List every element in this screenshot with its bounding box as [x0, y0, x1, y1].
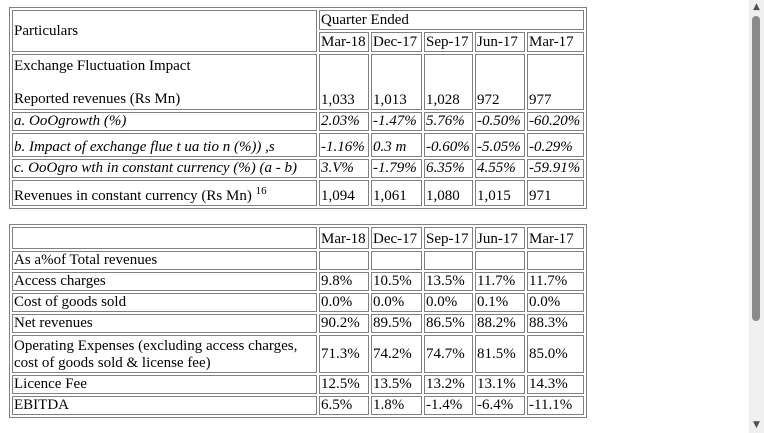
cell: 89.5%: [371, 314, 422, 333]
cell: [371, 251, 422, 270]
cell: 13.5%: [371, 375, 422, 394]
blank-header: [12, 227, 317, 249]
cell: 13.2%: [424, 375, 473, 394]
cell: 1,080: [424, 180, 473, 206]
cell: 1.8%: [371, 396, 422, 415]
vertical-scrollbar[interactable]: ▲ ▼: [749, 0, 764, 433]
cell: 12.5%: [319, 375, 369, 394]
row-label: Access charges: [12, 272, 317, 291]
cell: [527, 251, 584, 270]
cell: 2.03%: [319, 112, 369, 131]
cell: [424, 251, 473, 270]
scroll-down-icon[interactable]: ▼: [753, 420, 760, 430]
revenue-share-table: Mar-18 Dec-17 Sep-17 Jun-17 Mar-17 As a%…: [9, 224, 587, 418]
section-label-row: Exchange Fluctuation Impact Reported rev…: [12, 54, 317, 110]
cell: -59.91%: [527, 159, 584, 178]
row-label: b. Impact of exchange flue t ua tio n (%…: [12, 133, 317, 157]
cell: 0.0%: [527, 293, 584, 312]
row-label: Licence Fee: [12, 375, 317, 394]
cell: -0.50%: [475, 112, 525, 131]
footnote-marker: 16: [255, 185, 267, 197]
cell: 1,015: [475, 180, 525, 206]
cell: 971: [527, 180, 584, 206]
cell: 4.55%: [475, 159, 525, 178]
cell: 86.5%: [424, 314, 473, 333]
cell: 972: [475, 54, 525, 110]
cell: 1,061: [371, 180, 422, 206]
cell: 5.76%: [424, 112, 473, 131]
cell: 85.0%: [527, 335, 584, 373]
cell: 1,094: [319, 180, 369, 206]
cell: 11.7%: [527, 272, 584, 291]
cell: -60.20%: [527, 112, 584, 131]
cell: 977: [527, 54, 584, 110]
cell: 0.0%: [424, 293, 473, 312]
row-label: EBITDA: [12, 396, 317, 415]
row-label-cell: Revenues in constant currency (Rs Mn) 16: [12, 180, 317, 206]
cell: -6.4%: [475, 396, 525, 415]
scroll-up-icon[interactable]: ▲: [753, 2, 760, 12]
quarter-header: Mar-18: [319, 32, 369, 52]
row-label: Revenues in constant currency (Rs Mn): [14, 188, 252, 204]
quarter-header: Jun-17: [475, 227, 525, 249]
exchange-impact-table: Particulars Quarter Ended Mar-18 Dec-17 …: [9, 7, 587, 209]
row-label: Reported revenues (Rs Mn): [14, 91, 181, 107]
quarter-header: Sep-17: [424, 32, 473, 52]
cell: 88.2%: [475, 314, 525, 333]
quarter-header: Mar-17: [527, 32, 584, 52]
cell: -1.47%: [371, 112, 422, 131]
cell: [319, 251, 369, 270]
cell: 11.7%: [475, 272, 525, 291]
cell: 88.3%: [527, 314, 584, 333]
quarter-header: Mar-17: [527, 227, 584, 249]
section-label: As a%of Total revenues: [12, 251, 317, 270]
cell: 0.3 m: [371, 133, 422, 157]
cell: 90.2%: [319, 314, 369, 333]
cell: -5.05%: [475, 133, 525, 157]
cell: 9.8%: [319, 272, 369, 291]
cell: 74.7%: [424, 335, 473, 373]
cell: 1,033: [319, 54, 369, 110]
cell: 14.3%: [527, 375, 584, 394]
cell: 10.5%: [371, 272, 422, 291]
cell: 13.1%: [475, 375, 525, 394]
row-label: Cost of goods sold: [12, 293, 317, 312]
cell: 6.35%: [424, 159, 473, 178]
cell: 71.3%: [319, 335, 369, 373]
row-label: a. OoOgrowth (%): [12, 112, 317, 131]
cell: 6.5%: [319, 396, 369, 415]
cell: -11.1%: [527, 396, 584, 415]
quarter-header: Mar-18: [319, 227, 369, 249]
quarter-header: Dec-17: [371, 32, 422, 52]
quarter-header: Jun-17: [475, 32, 525, 52]
particulars-header: Particulars: [12, 10, 317, 52]
scrollbar-thumb[interactable]: [752, 16, 760, 321]
cell: 81.5%: [475, 335, 525, 373]
cell: 0.0%: [371, 293, 422, 312]
quarter-header: Sep-17: [424, 227, 473, 249]
cell: 13.5%: [424, 272, 473, 291]
cell: -0.29%: [527, 133, 584, 157]
cell: [475, 251, 525, 270]
cell: 1,028: [424, 54, 473, 110]
cell: 0.1%: [475, 293, 525, 312]
cell: -1.79%: [371, 159, 422, 178]
quarter-ended-header: Quarter Ended: [319, 10, 584, 30]
cell: 74.2%: [371, 335, 422, 373]
section-label: Exchange Fluctuation Impact: [14, 58, 191, 74]
cell: -1.4%: [424, 396, 473, 415]
cell: 3.V%: [319, 159, 369, 178]
row-label: c. OoOgro wth in constant currency (%) (…: [12, 159, 317, 178]
cell: 0.0%: [319, 293, 369, 312]
cell: 1,013: [371, 54, 422, 110]
cell: -0.60%: [424, 133, 473, 157]
row-label: Operating Expenses (excluding access cha…: [12, 335, 317, 373]
quarter-header: Dec-17: [371, 227, 422, 249]
cell: -1.16%: [319, 133, 369, 157]
row-label: Net revenues: [12, 314, 317, 333]
